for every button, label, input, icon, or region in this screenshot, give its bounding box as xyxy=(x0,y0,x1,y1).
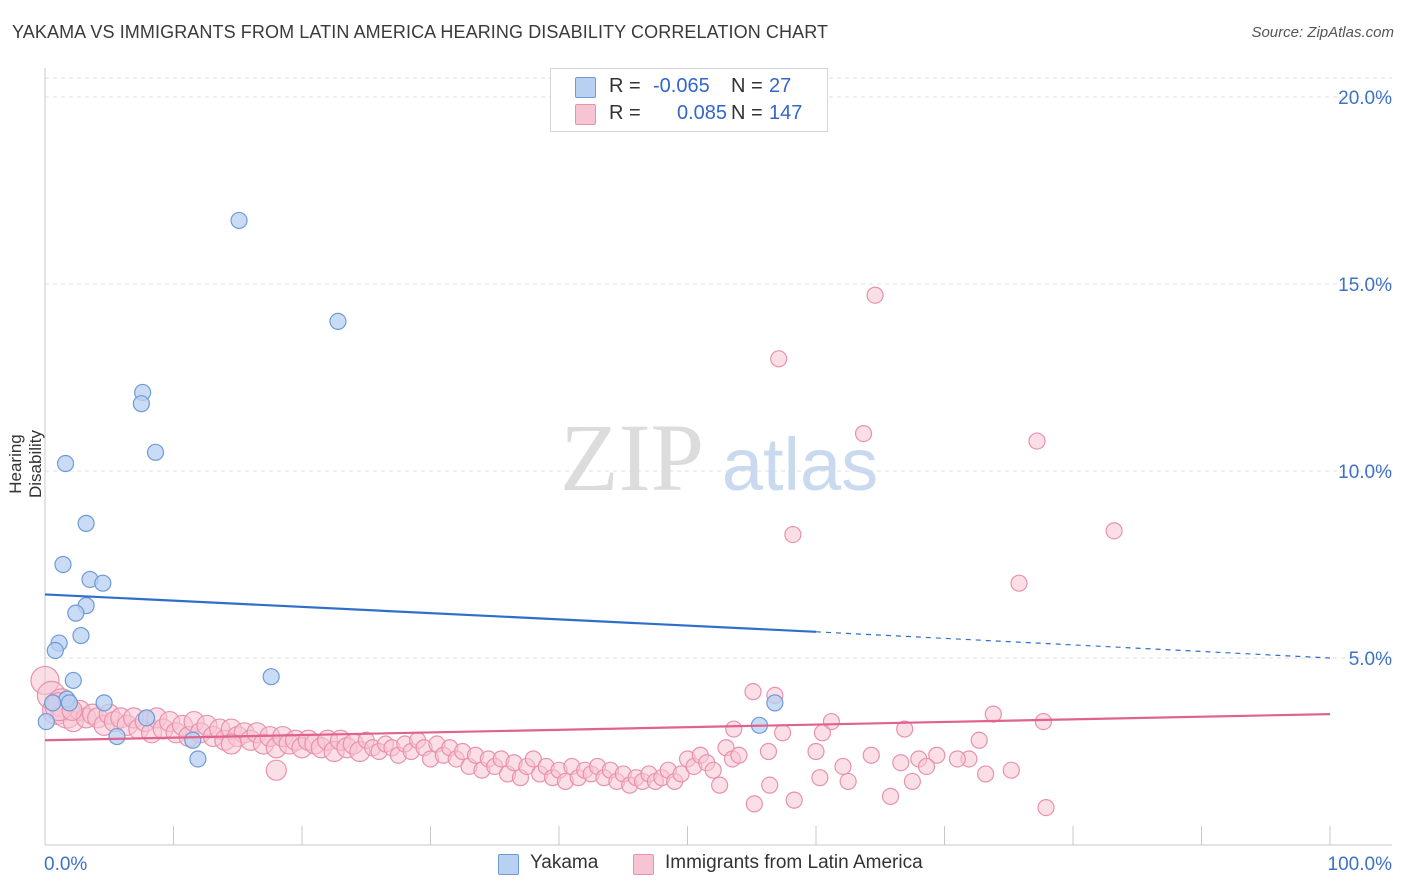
watermark-atlas: atlas xyxy=(722,423,878,506)
latam-point xyxy=(770,350,788,368)
series-legend: Yakama Immigrants from Latin America xyxy=(0,852,1406,878)
yakama-point xyxy=(189,750,207,768)
y-tick-label: 20.0% xyxy=(1338,88,1392,109)
latam-point xyxy=(730,746,748,764)
latam-point xyxy=(704,761,722,779)
latam-point xyxy=(725,720,743,738)
latam-point xyxy=(759,742,778,761)
yakama-point xyxy=(146,443,165,461)
latam-legend-swatch xyxy=(633,854,654,875)
y-tick-label: 15.0% xyxy=(1338,275,1392,296)
latam-point xyxy=(881,787,900,805)
latam-point xyxy=(1002,761,1020,779)
yakama-point xyxy=(44,694,62,712)
latam-point xyxy=(265,759,287,781)
latam-point xyxy=(903,772,921,791)
latam-point xyxy=(834,757,852,776)
latam-point xyxy=(745,795,763,813)
yakama-legend-swatch xyxy=(498,854,519,875)
yakama-trend-line xyxy=(44,593,817,633)
latam-point xyxy=(773,724,792,742)
latam-point xyxy=(854,425,873,443)
latam-point xyxy=(822,712,841,731)
yakama-swatch xyxy=(575,77,596,98)
latam-point xyxy=(672,765,690,783)
latam-point xyxy=(1034,712,1053,731)
yakama-point xyxy=(64,671,82,690)
yakama-point xyxy=(67,604,85,622)
legend-r-value: -0.065 xyxy=(653,75,710,97)
tick-labels: 5.0% 10.0% 15.0% 20.0% 0.0% 100.0% xyxy=(44,88,1392,875)
legend-r-label: R = xyxy=(609,102,641,124)
series-legend-label: Immigrants from Latin America xyxy=(665,852,923,873)
latam-point xyxy=(1105,522,1123,540)
latam-point xyxy=(862,746,880,764)
latam-point xyxy=(785,791,803,809)
watermark-zip: ZIP xyxy=(560,404,704,511)
latam-point xyxy=(839,772,857,791)
legend-n-label: N = xyxy=(731,102,763,124)
latam-point xyxy=(1037,798,1055,817)
latam-point xyxy=(866,286,884,304)
yakama-point xyxy=(46,641,64,660)
source-credit: Source: ZipAtlas.com xyxy=(1251,24,1394,41)
legend-n-value: 147 xyxy=(769,102,803,124)
yakama-point xyxy=(54,555,72,574)
y-axis-label: Hearing Disability xyxy=(6,429,45,499)
legend-n-value: 27 xyxy=(769,75,792,97)
x-tick-label: 0.0% xyxy=(44,854,87,875)
latam-point xyxy=(970,731,988,749)
yakama-point xyxy=(108,727,126,746)
latam-point xyxy=(948,750,966,768)
yakama-point xyxy=(94,574,112,592)
yakama-point xyxy=(77,514,95,532)
latam-point xyxy=(1028,432,1046,450)
latam-point xyxy=(524,750,542,768)
latam-swatch xyxy=(575,104,596,125)
latam-point xyxy=(984,705,1002,723)
legend-n-label: N = xyxy=(731,75,763,97)
latam-point xyxy=(761,776,779,794)
watermark: ZIP atlas xyxy=(560,404,878,511)
latam-point xyxy=(811,769,829,787)
latam-point xyxy=(711,776,729,794)
yakama-point xyxy=(137,709,156,727)
yakama-point xyxy=(60,694,79,712)
latam-point xyxy=(896,720,914,738)
latam-point xyxy=(813,724,832,742)
chart-title: YAKAMA VS IMMIGRANTS FROM LATIN AMERICA … xyxy=(12,22,829,42)
latam-point xyxy=(807,742,825,761)
series-legend-label: Yakama xyxy=(530,852,599,873)
yakama-point xyxy=(95,694,113,712)
trend-lines xyxy=(44,593,1331,742)
x-tick-label: 100.0% xyxy=(1328,854,1393,875)
y-tick-label: 10.0% xyxy=(1338,462,1392,483)
yakama-point xyxy=(766,694,784,712)
yakama-point xyxy=(262,668,280,686)
latam-point xyxy=(977,765,995,783)
latam-point xyxy=(744,683,762,701)
grid-lines xyxy=(45,77,1392,659)
yakama-trend-extension xyxy=(815,631,1331,659)
latam-point xyxy=(928,746,946,764)
latam-point xyxy=(220,733,242,755)
yakama-point xyxy=(37,712,55,731)
yakama-point xyxy=(132,395,150,413)
latam-trend-line xyxy=(44,713,1331,742)
latam-point xyxy=(917,757,936,776)
yakama-point xyxy=(184,731,202,749)
legend-r-value: 0.085 xyxy=(677,102,728,124)
yakama-points xyxy=(37,211,784,768)
latam-point xyxy=(1010,574,1028,592)
y-tick-label: 5.0% xyxy=(1349,649,1392,670)
legend-r-label: R = xyxy=(609,75,641,97)
yakama-point xyxy=(230,211,248,230)
latam-point xyxy=(892,754,910,772)
yakama-point xyxy=(72,626,90,645)
latam-point xyxy=(784,525,802,544)
yakama-point xyxy=(329,312,347,330)
yakama-point xyxy=(56,454,75,473)
correlation-legend: R = -0.065 N = 27 R = 0.085 N = 147 xyxy=(550,68,828,132)
